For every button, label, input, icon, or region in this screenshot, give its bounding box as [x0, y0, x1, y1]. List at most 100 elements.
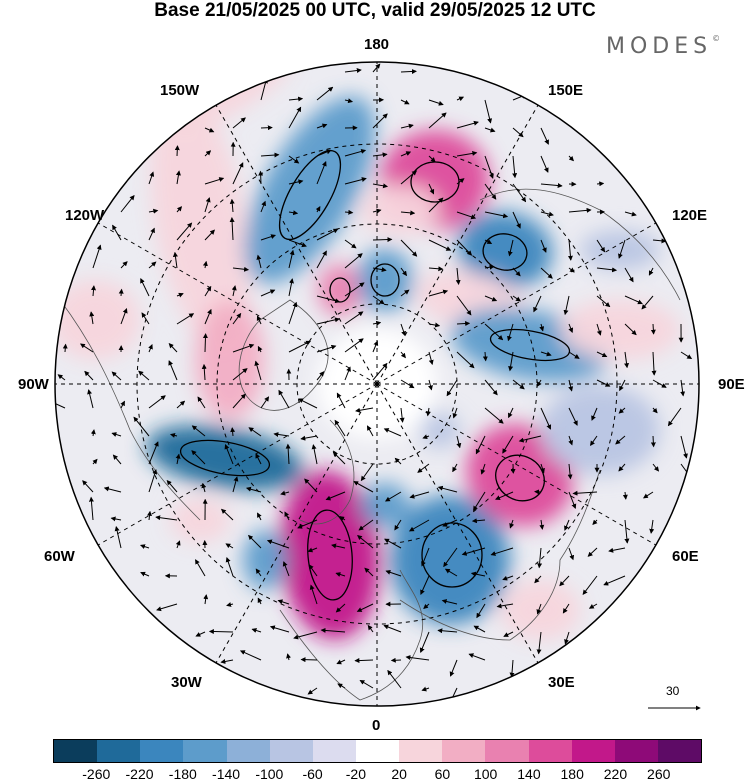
wind-arrow: [372, 113, 388, 129]
wind-arrow: [120, 400, 125, 409]
contour-line: [329, 277, 351, 303]
wind-arrow: [288, 210, 299, 216]
wind-arrow: [195, 559, 206, 577]
wind-arrow: [148, 344, 153, 353]
wind-arrow: [277, 599, 290, 605]
wind-arrow: [428, 322, 441, 328]
wind-arrow: [428, 239, 452, 251]
anomaly-region: [420, 412, 460, 448]
colorbar-tick-label: 260: [647, 766, 671, 782]
wind-arrow: [642, 491, 654, 499]
lon-label-30w: 30W: [171, 674, 202, 691]
wind-arrow: [596, 351, 608, 358]
colorbar-tick-labels: -260 -220 -180 -140 -100 -60 -20 20 60 100 140 180 2…: [0, 766, 750, 783]
wind-arrow: [118, 288, 124, 297]
wind-arrow: [204, 229, 215, 241]
wind-arrow: [400, 323, 406, 337]
wind-arrow: [394, 457, 402, 465]
wind-arrow: [540, 407, 552, 430]
wind-arrow: [359, 679, 374, 689]
chart-title: Base 21/05/2025 00 UTC, valid 29/05/2025…: [154, 0, 596, 21]
wind-arrow: [110, 516, 122, 522]
modes-logo: MODES©: [606, 34, 721, 59]
wind-arrow: [563, 295, 570, 316]
wind-arrow: [175, 453, 181, 465]
wind-arrow: [421, 686, 430, 692]
wind-arrow: [168, 342, 178, 353]
wind-arrow: [204, 127, 215, 133]
wind-arrow: [353, 481, 374, 493]
wind-arrow: [372, 63, 381, 73]
wind-arrow: [148, 441, 159, 465]
wind-arrow: [484, 379, 498, 396]
wind-arrow: [618, 407, 626, 414]
wind-arrow: [176, 206, 183, 213]
wind-arrow: [231, 285, 237, 297]
wind-arrow: [680, 435, 688, 459]
wind-arrow: [400, 351, 406, 359]
wind-arrow: [444, 568, 458, 577]
colorbar-tick-label: 140: [517, 766, 541, 782]
wind-arrow: [147, 510, 152, 521]
contour-line: [421, 522, 483, 588]
wind-arrow: [133, 416, 150, 437]
wind-arrow: [540, 183, 563, 189]
colorbar-tick-label: -60: [302, 766, 323, 782]
anomaly-region: [500, 580, 580, 640]
wind-arrow: [339, 516, 346, 522]
wind-arrow: [456, 321, 471, 327]
lon-label-30e: 30E: [548, 674, 575, 691]
meridian-line: [215, 383, 378, 664]
wind-arrow: [298, 398, 318, 409]
wind-arrow: [355, 407, 374, 413]
wind-arrow: [357, 534, 374, 549]
wind-arrow: [394, 519, 402, 531]
wind-arrow: [473, 491, 486, 512]
wind-arrow: [428, 99, 444, 106]
wind-arrow: [148, 261, 157, 269]
wind-arrow: [176, 313, 195, 325]
wind-arrow: [344, 282, 365, 297]
wind-arrow: [372, 295, 385, 305]
wind-arrow: [232, 368, 248, 381]
wind-arrow: [112, 224, 122, 241]
wind-arrow: [344, 253, 363, 269]
colorbar-tick-label: 220: [603, 766, 628, 782]
wind-arrow: [650, 435, 656, 448]
anomaly-region: [318, 264, 362, 316]
wind-arrow: [112, 454, 122, 465]
wind-arrow: [90, 429, 96, 437]
wind-arrow: [540, 463, 545, 474]
wind-arrow: [568, 379, 574, 392]
colorbar-tick-label: 100: [473, 766, 498, 782]
wind-arrow: [360, 463, 374, 482]
wind-arrow: [384, 538, 402, 549]
wind-arrow: [344, 209, 354, 215]
wind-arrow: [88, 496, 94, 521]
wind-arrow: [232, 162, 244, 185]
wind-arrow: [587, 547, 598, 557]
wind-arrow: [316, 228, 339, 241]
wind-arrow: [316, 123, 328, 129]
wind-arrow: [84, 370, 94, 381]
wind-arrow: [539, 323, 545, 332]
anomaly-region: [195, 300, 265, 420]
wind-arrow: [114, 525, 122, 549]
colorbar-tick-label: -180: [168, 766, 197, 782]
wind-arrow: [568, 435, 574, 446]
wind-arrow: [615, 435, 626, 445]
anomaly-region: [580, 230, 660, 270]
wind-arrow: [482, 351, 488, 362]
wind-arrow: [286, 653, 291, 661]
wind-arrow: [512, 379, 525, 390]
wind-arrow: [169, 433, 178, 438]
wind-arrow: [596, 239, 606, 253]
wind-arrow: [344, 366, 351, 381]
wind-arrow: [174, 145, 180, 157]
contour-line: [278, 149, 342, 241]
wind-arrow: [288, 155, 300, 164]
wind-arrow: [103, 486, 122, 493]
wind-arrow: [92, 458, 98, 465]
wind-arrow: [592, 519, 598, 526]
wind-arrow: [383, 624, 402, 633]
